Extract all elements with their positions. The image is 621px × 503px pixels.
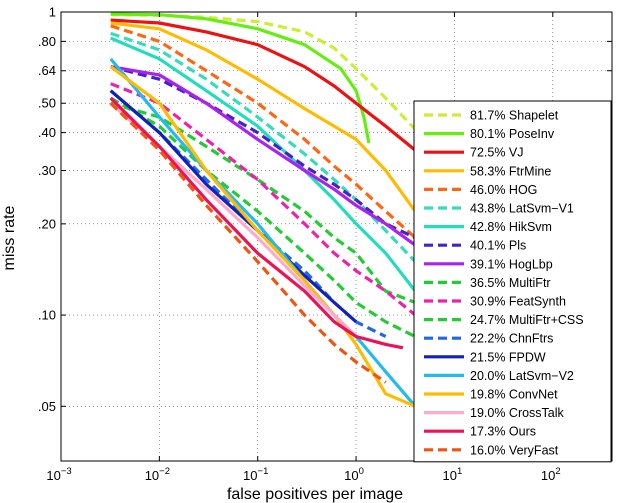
x-tick-label: 10−2 xyxy=(145,466,170,483)
legend: 81.7% Shapelet 80.1% PoseInv 72.5% VJ 58.3%… xyxy=(413,100,612,463)
legend-label: 30.9% FeatSynth xyxy=(470,295,566,309)
x-tick-label: 100 xyxy=(344,466,364,483)
legend-label: 40.1% Pls xyxy=(470,239,526,253)
legend-label: 16.0% VeryFast xyxy=(470,443,559,457)
legend-label: 43.8% LatSvm−V1 xyxy=(470,202,574,216)
x-tick-label: 102 xyxy=(541,466,561,483)
data-series xyxy=(109,12,417,408)
legend-label: 20.0% LatSvm−V2 xyxy=(470,369,574,383)
legend-label: 58.3% FtrMine xyxy=(470,164,551,178)
y-tick-label: .40 xyxy=(38,125,56,140)
plot-frame xyxy=(60,11,613,462)
y-tick-label: .80 xyxy=(38,34,56,49)
series-line xyxy=(110,18,417,152)
series-line xyxy=(110,31,417,263)
legend-label: 72.5% VJ xyxy=(470,146,524,160)
series-line xyxy=(110,65,417,247)
legend-label: 24.7% MultiFtr+CSS xyxy=(470,313,584,327)
series-line xyxy=(109,96,404,350)
y-tick-label: .64 xyxy=(38,63,56,78)
x-axis-label: false positives per image xyxy=(227,486,403,503)
legend-label: 46.0% HOG xyxy=(470,183,537,197)
legend-label: 39.1% HogLbp xyxy=(470,257,553,271)
x-tick-label: 10−3 xyxy=(46,466,71,483)
legend-label: 17.3% Ours xyxy=(470,425,536,439)
y-axis-label: miss rate xyxy=(1,205,18,270)
legend-label: 36.5% MultiFtr xyxy=(470,276,551,290)
y-tick-label: .50 xyxy=(38,96,56,111)
y-tick-label: 1 xyxy=(49,5,56,20)
y-tick-label: .30 xyxy=(38,163,56,178)
legend-label: 19.8% ConvNet xyxy=(470,388,558,402)
y-tick-label: .10 xyxy=(38,308,56,323)
y-tick-label: .05 xyxy=(38,399,56,414)
series-line xyxy=(109,96,417,338)
axis-ticks: 10−3 10−2 10−1 100 101 102 1 .80 .64 .50 .40 .30 .20… xyxy=(38,5,612,483)
legend-label: 42.8% HikSvm xyxy=(470,220,552,234)
x-tick-label: 10−1 xyxy=(243,466,268,483)
series-line xyxy=(110,82,417,317)
legend-label: 22.2% ChnFtrs xyxy=(470,332,553,346)
series-line xyxy=(110,24,417,239)
series-line xyxy=(110,21,417,213)
legend-label: 81.7% Shapelet xyxy=(470,109,559,123)
x-tick-label: 101 xyxy=(443,466,463,483)
y-tick-label: .20 xyxy=(38,216,56,231)
series-line xyxy=(109,102,387,384)
legend-label: 21.5% FPDW xyxy=(470,350,546,364)
legend-label: 19.0% CrossTalk xyxy=(470,406,565,420)
legend-label: 80.1% PoseInv xyxy=(470,127,555,141)
series-line xyxy=(110,101,416,304)
